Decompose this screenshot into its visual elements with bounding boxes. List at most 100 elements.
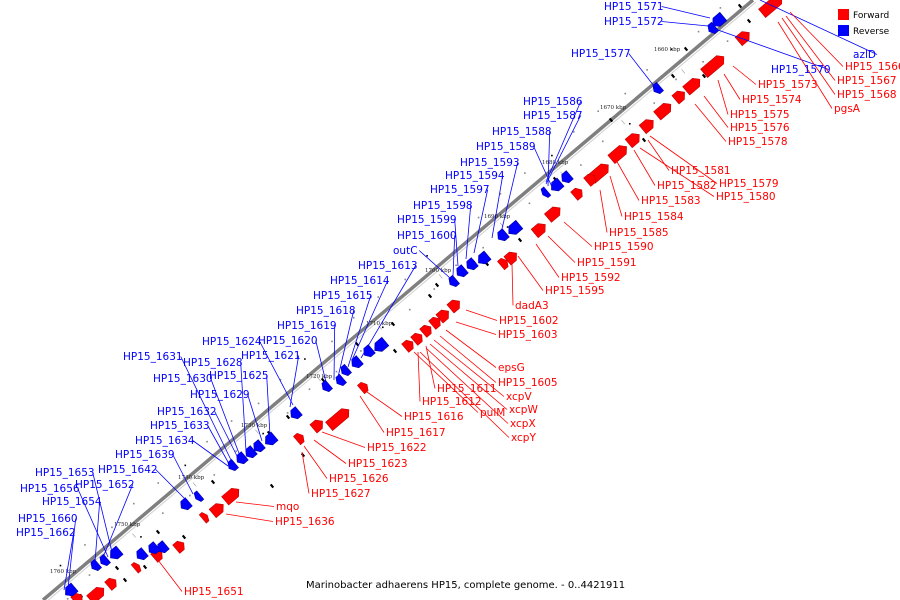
gene-dot: [506, 226, 509, 228]
reverse-gene-body: [712, 11, 728, 27]
reverse-gene: [136, 547, 149, 561]
forward-gene-label: HP15_1568: [837, 89, 897, 101]
scale-tick-mark: [378, 325, 382, 330]
gene-dot: [140, 536, 142, 538]
forward-label-leader: [321, 431, 366, 448]
forward-label-leader: [157, 559, 183, 592]
gene-dot: [551, 154, 553, 157]
forward-gene-label: HP15_1605: [498, 377, 558, 389]
scale-tick-mark: [192, 482, 197, 487]
reverse-gene-body: [245, 445, 258, 459]
reverse-gene-label: HP15_1625: [209, 370, 269, 382]
reverse-gene-label: HP15_1660: [18, 513, 78, 525]
forward-label-leader: [639, 147, 715, 197]
forward-gene-body: [446, 299, 460, 314]
reverse-gene: [712, 11, 728, 27]
scale-tick-mark: [681, 69, 686, 74]
gene-dot: [628, 122, 631, 125]
genome-backbone: [41, 0, 755, 600]
reverse-label-leader: [360, 265, 417, 359]
reverse-gene-label: HP15_1621: [241, 350, 301, 362]
forward-gene: [497, 257, 509, 271]
gene-dot: [184, 464, 187, 467]
gene-dot: [624, 92, 627, 95]
reverse-gene: [321, 379, 333, 393]
scale-tick-label: 1730 kbp: [241, 423, 268, 429]
reverse-label-leader: [155, 469, 187, 501]
forward-gene: [309, 419, 323, 434]
forward-gene: [700, 55, 725, 78]
reverse-gene-body: [227, 458, 239, 472]
reverse-gene: [148, 541, 161, 555]
scale-tick-label: 1680 kbp: [542, 160, 569, 166]
reverse-gene: [227, 458, 239, 472]
label-leader-lines: [63, 0, 878, 592]
reverse-label-leader: [347, 295, 372, 368]
reverse-gene-body: [335, 373, 347, 387]
reverse-gene-body: [508, 219, 524, 235]
reverse-label-leader: [67, 518, 77, 589]
reverse-gene-body: [340, 363, 352, 377]
gene-dot: [59, 564, 62, 567]
reverse-gene-body: [253, 439, 266, 453]
reverse-gene: [180, 497, 193, 511]
gene-dot: [697, 30, 700, 33]
trna-mark: [114, 565, 120, 571]
forward-label-leader: [717, 79, 729, 115]
forward-gene-label: xcpX: [510, 418, 536, 430]
gene-dot: [157, 482, 160, 484]
forward-gene: [543, 206, 561, 223]
forward-gene-label: HP15_1584: [624, 211, 684, 223]
gene-dot: [162, 512, 164, 514]
gene-dot: [84, 544, 86, 546]
trna-mark: [746, 18, 752, 24]
gene-dot: [653, 102, 656, 104]
forward-gene-label: HP15_1651: [184, 586, 244, 598]
legend-reverse-swatch: [838, 25, 849, 36]
gene-dot: [409, 308, 411, 311]
gene-dot: [230, 420, 233, 422]
forward-gene: [671, 90, 685, 105]
reverse-label-leader: [180, 356, 233, 463]
reverse-gene-body: [290, 406, 303, 420]
reverse-label-leader: [500, 162, 519, 234]
reverse-gene-body: [180, 497, 193, 511]
forward-gene-body: [503, 251, 517, 266]
forward-gene-label: HP15_1567: [837, 75, 897, 87]
reverse-gene-label: HP15_1597: [430, 184, 490, 196]
reverse-gene-label: HP15_1632: [157, 406, 217, 418]
reverse-label-leader: [661, 21, 709, 27]
reverse-label-leader: [172, 454, 194, 495]
reverse-label-leader: [92, 472, 113, 553]
forward-gene: [583, 173, 596, 187]
reverse-gene-label: HP15_1587: [523, 110, 583, 122]
reverse-gene-label: HP15_1630: [153, 373, 213, 385]
scale-tick-mark: [132, 533, 136, 538]
scale-ticks: 1660 kbp 1670 kbp 1680 kbp 1690 kbp 1700 kbp…: [50, 47, 686, 589]
trna-mark: [517, 237, 523, 243]
reverse-gene-label: HP15_1629: [190, 389, 250, 401]
forward-gene-body: [607, 145, 627, 165]
gene-dot: [88, 574, 91, 576]
gene-dot: [524, 172, 526, 174]
forward-gene: [419, 324, 432, 338]
reverse-gene-label: HP15_1599: [397, 214, 457, 226]
reverse-gene: [497, 228, 510, 242]
forward-gene-body: [221, 487, 240, 506]
forward-gene: [530, 223, 546, 239]
gene-dot: [702, 61, 704, 63]
forward-gene-label: epsG: [498, 362, 525, 374]
scale-tick-label: 1670 kbp: [600, 105, 627, 111]
reverse-label-leader: [533, 146, 553, 188]
reverse-label-leader: [214, 411, 239, 459]
reverse-label-leader: [628, 53, 655, 87]
forward-gene: [104, 577, 117, 591]
gene-dot: [286, 412, 289, 414]
forward-gene-body: [208, 503, 224, 519]
gene-dot: [597, 110, 599, 112]
gene-dot: [482, 246, 484, 249]
reverse-gene-body: [351, 355, 364, 369]
reverse-gene-label: HP15_1613: [358, 260, 418, 272]
gene-dot: [580, 164, 582, 166]
trna-mark: [269, 483, 275, 489]
